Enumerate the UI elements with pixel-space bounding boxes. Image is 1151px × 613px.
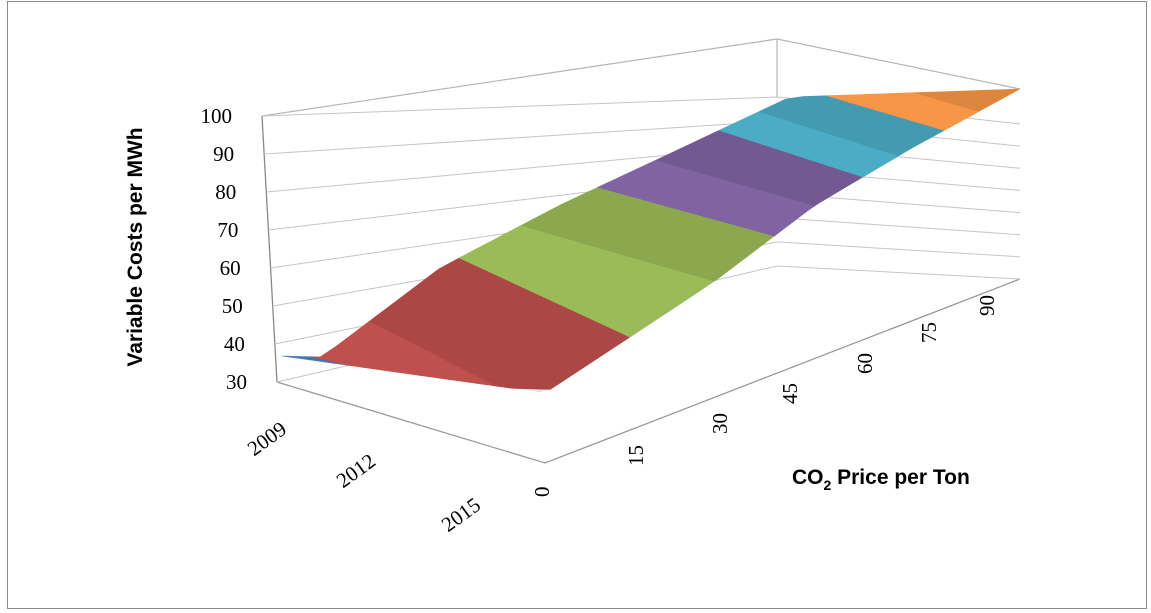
z-axis-title: Variable Costs per MWh (124, 127, 147, 366)
z-tick-label: 40 (224, 332, 245, 356)
surface-band (826, 88, 1021, 131)
x-axis-title: CO2 Price per Ton (792, 466, 970, 493)
z-axis-line (261, 115, 278, 383)
surface-band-shade (655, 130, 863, 206)
y-axis-ticks: 2009 2012 2015 (243, 417, 485, 537)
y-tick-label: 2015 (437, 493, 485, 537)
z-tick-label: 30 (226, 370, 247, 394)
surface-band-shade (296, 356, 348, 366)
surface-band-shade (913, 89, 1020, 112)
y-tick-label: 2012 (332, 449, 380, 493)
x-tick-label: 30 (708, 413, 732, 434)
z-axis-ticks: 30 40 50 60 70 80 90 100 (201, 104, 248, 394)
x-tick-label: 0 (530, 487, 554, 498)
x-tick-label: 60 (853, 353, 877, 374)
x-axis-ticks: 0 15 30 45 60 75 90 (530, 295, 999, 497)
floor-front-edges (276, 278, 1021, 464)
surface-band-shade (758, 95, 945, 157)
x-tick-label: 75 (917, 322, 941, 343)
chart-walls (261, 38, 1021, 464)
z-tick-label: 100 (201, 104, 233, 128)
surface (281, 88, 1021, 393)
x-tick-label: 15 (624, 445, 648, 466)
x-tick-label: 90 (975, 295, 999, 316)
y-tick-label: 2009 (243, 417, 291, 461)
z-tick-label: 90 (213, 142, 234, 166)
surface-band-shade (520, 187, 775, 282)
z-tick-label: 80 (215, 180, 236, 204)
z-tick-label: 60 (220, 256, 241, 280)
surface-band-shade (369, 257, 630, 393)
z-tick-label: 70 (217, 218, 238, 242)
z-tick-label: 50 (222, 294, 243, 318)
x-tick-label: 45 (778, 383, 802, 404)
